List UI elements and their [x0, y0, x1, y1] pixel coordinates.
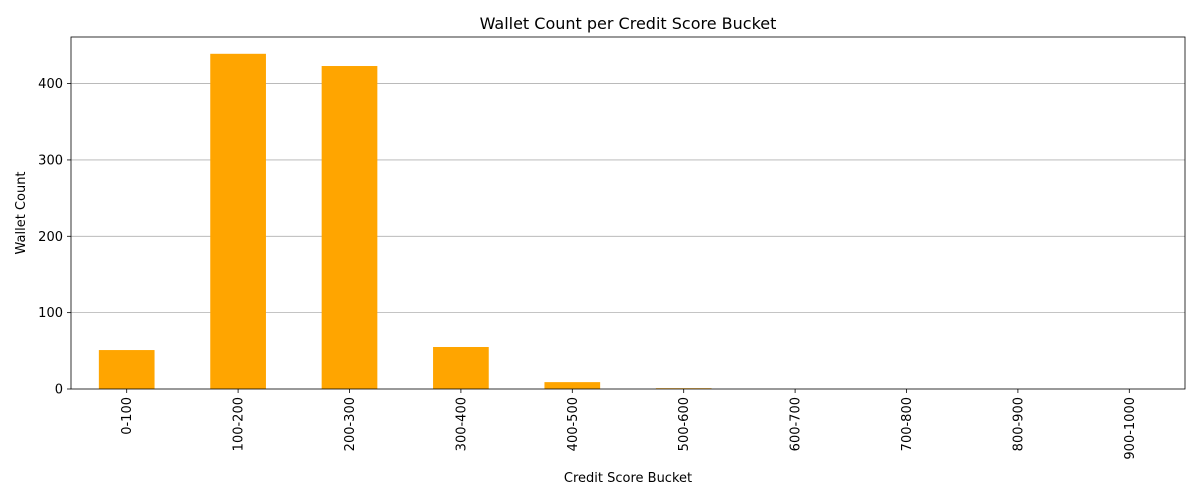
- bar-400-500: [544, 382, 601, 389]
- axes: 0 100 200 300 400 0-100 100-200 200-300 300-400 4…: [38, 36, 1186, 460]
- bar-100-200: [210, 53, 266, 389]
- x-tick-label: 900-1000: [1123, 397, 1138, 460]
- x-tick-label: 300-400: [454, 397, 469, 451]
- chart-title: Wallet Count per Credit Score Bucket: [480, 14, 777, 33]
- y-axis-label: Wallet Count: [14, 171, 29, 254]
- y-tick-label: 100: [38, 306, 63, 321]
- bar-0-100: [98, 350, 155, 389]
- y-tick-label: 300: [38, 153, 63, 168]
- bar-300-400: [433, 347, 489, 389]
- x-tick-label: 200-300: [343, 397, 358, 451]
- x-tick-label: 400-500: [566, 397, 581, 451]
- x-tick-label: 500-600: [677, 397, 692, 451]
- plot-frame: [70, 36, 1186, 390]
- x-axis-label: Credit Score Bucket: [564, 471, 692, 486]
- y-tick-label: 400: [38, 77, 63, 92]
- y-tick-label: 0: [55, 383, 63, 398]
- x-tick-label: 0-100: [120, 397, 135, 435]
- x-tick-label: 100-200: [232, 397, 247, 451]
- x-tick-label: 600-700: [789, 397, 804, 451]
- bar-200-300: [321, 66, 378, 389]
- y-tick-label: 200: [38, 230, 63, 245]
- x-tick-label: 800-900: [1011, 397, 1026, 451]
- bars: [98, 53, 712, 389]
- x-tick-label: 700-800: [900, 397, 915, 451]
